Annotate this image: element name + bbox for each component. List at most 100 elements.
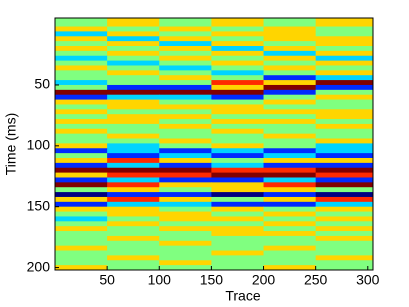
cell <box>107 41 160 47</box>
cell <box>211 240 265 247</box>
cell <box>315 36 374 42</box>
cell <box>263 255 317 261</box>
cell <box>263 84 317 91</box>
cell <box>263 211 317 217</box>
cell <box>263 158 317 164</box>
cell <box>107 114 160 120</box>
cell <box>107 216 160 222</box>
cell <box>263 201 317 208</box>
cell <box>107 65 160 71</box>
cell <box>107 221 160 227</box>
cell <box>159 201 212 208</box>
cell <box>107 18 160 28</box>
cell <box>55 240 108 247</box>
cell <box>55 138 108 144</box>
cell <box>107 26 160 32</box>
cell <box>263 123 317 130</box>
cell <box>107 206 160 213</box>
cell <box>107 265 160 271</box>
cell <box>211 84 265 91</box>
cell <box>315 104 374 110</box>
cell <box>159 148 212 154</box>
cell <box>315 250 374 256</box>
cell <box>315 182 374 188</box>
cell <box>55 255 108 261</box>
cell <box>315 245 374 252</box>
cell <box>159 46 212 52</box>
cell <box>159 50 212 57</box>
cell <box>315 133 374 140</box>
cell <box>211 260 265 266</box>
cell <box>315 206 374 213</box>
cell <box>211 99 265 105</box>
cell <box>315 119 374 125</box>
cell <box>55 201 108 208</box>
cell <box>315 99 374 105</box>
cell <box>263 70 317 76</box>
cell <box>315 265 374 271</box>
cell <box>55 119 108 125</box>
cell <box>315 226 374 232</box>
cell <box>263 245 317 252</box>
cell <box>263 148 317 154</box>
cell <box>55 167 108 174</box>
y-tick-label: 150 <box>27 197 51 213</box>
cell <box>211 41 265 47</box>
cell <box>159 177 212 183</box>
cell <box>107 138 160 144</box>
cell <box>159 128 212 135</box>
cell <box>55 65 108 71</box>
cell <box>55 60 108 66</box>
cell <box>315 55 374 62</box>
cell <box>211 60 265 66</box>
cell <box>211 196 265 203</box>
cell <box>211 265 265 271</box>
cell <box>159 231 212 237</box>
cell <box>159 153 212 159</box>
cell <box>159 265 212 271</box>
cell <box>211 153 265 159</box>
cell <box>107 46 160 52</box>
cell <box>159 60 212 66</box>
cell <box>315 192 374 198</box>
cell <box>263 235 317 242</box>
cell <box>315 60 374 66</box>
cell <box>107 177 160 183</box>
cell <box>55 216 108 222</box>
cell <box>315 41 374 47</box>
cell <box>315 148 374 154</box>
cell <box>55 265 108 271</box>
cell <box>107 75 160 81</box>
cell <box>263 138 317 144</box>
cell <box>211 172 265 178</box>
cell <box>107 50 160 57</box>
cell <box>55 31 108 37</box>
cell <box>263 50 317 57</box>
cell <box>55 177 108 183</box>
cell <box>107 99 160 105</box>
cell <box>107 148 160 154</box>
cell <box>263 162 317 169</box>
cell <box>211 211 265 217</box>
cell <box>55 46 108 52</box>
cell <box>263 240 317 247</box>
cell <box>107 143 160 149</box>
cell <box>263 36 317 42</box>
cell <box>263 109 317 115</box>
cell <box>315 211 374 217</box>
cell <box>211 123 265 130</box>
cell <box>107 123 160 130</box>
cell <box>159 138 212 144</box>
cell <box>55 196 108 203</box>
x-tick-label: 100 <box>148 272 172 288</box>
cell <box>211 36 265 42</box>
cell <box>263 18 317 28</box>
cell <box>55 206 108 213</box>
cell <box>55 133 108 140</box>
cell <box>263 41 317 47</box>
cell <box>263 265 317 271</box>
cell <box>263 226 317 232</box>
cell <box>55 109 108 115</box>
cell <box>159 94 212 101</box>
cell <box>159 99 212 105</box>
